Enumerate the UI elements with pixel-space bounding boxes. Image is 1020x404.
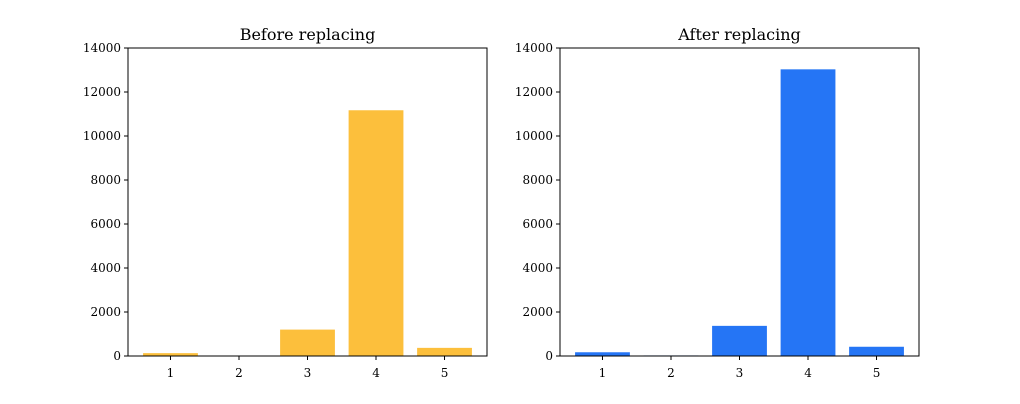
y-tick-label-after-8000: 8000 <box>522 173 553 187</box>
y-tick-label-before-12000: 12000 <box>83 85 121 99</box>
x-tick-label-after-4: 4 <box>804 366 812 380</box>
bar-before-5 <box>417 348 472 356</box>
y-tick-label-after-4000: 4000 <box>522 261 553 275</box>
bar-after-5 <box>849 347 904 356</box>
y-tick-label-after-0: 0 <box>545 349 553 363</box>
axes-frame-after <box>560 48 919 356</box>
x-tick-label-after-2: 2 <box>667 366 675 380</box>
chart-title-before: Before replacing <box>240 25 376 44</box>
x-tick-label-after-5: 5 <box>873 366 881 380</box>
bar-after-1 <box>575 352 630 356</box>
x-tick-label-after-1: 1 <box>599 366 607 380</box>
chart-panel-before: Before replacing 1 2 3 4 5 0 2000 4000 6000 8000 1… <box>83 25 487 380</box>
x-tick-label-before-3: 3 <box>304 366 312 380</box>
y-tick-label-after-12000: 12000 <box>515 85 553 99</box>
x-tick-label-before-1: 1 <box>167 366 175 380</box>
y-tick-label-before-2000: 2000 <box>90 305 121 319</box>
bar-after-3 <box>712 326 767 356</box>
y-tick-label-before-10000: 10000 <box>83 129 121 143</box>
x-tick-label-before-4: 4 <box>372 366 380 380</box>
x-tick-label-after-3: 3 <box>736 366 744 380</box>
y-tick-label-after-10000: 10000 <box>515 129 553 143</box>
y-tick-label-after-14000: 14000 <box>515 41 553 55</box>
y-tick-label-before-0: 0 <box>113 349 121 363</box>
y-tick-label-before-4000: 4000 <box>90 261 121 275</box>
y-tick-label-before-6000: 6000 <box>90 217 121 231</box>
chart-panel-after: After replacing 1 2 3 4 5 0 2000 4000 6000 8000 10… <box>515 25 919 380</box>
bar-before-4 <box>349 110 404 356</box>
axes-frame-before <box>128 48 487 356</box>
bar-before-3 <box>280 330 335 356</box>
bar-after-4 <box>781 69 836 356</box>
x-tick-label-before-5: 5 <box>441 366 449 380</box>
y-tick-label-before-8000: 8000 <box>90 173 121 187</box>
y-tick-label-after-2000: 2000 <box>522 305 553 319</box>
y-tick-label-after-6000: 6000 <box>522 217 553 231</box>
chart-title-after: After replacing <box>677 25 800 44</box>
x-tick-label-before-2: 2 <box>235 366 243 380</box>
y-tick-label-before-14000: 14000 <box>83 41 121 55</box>
